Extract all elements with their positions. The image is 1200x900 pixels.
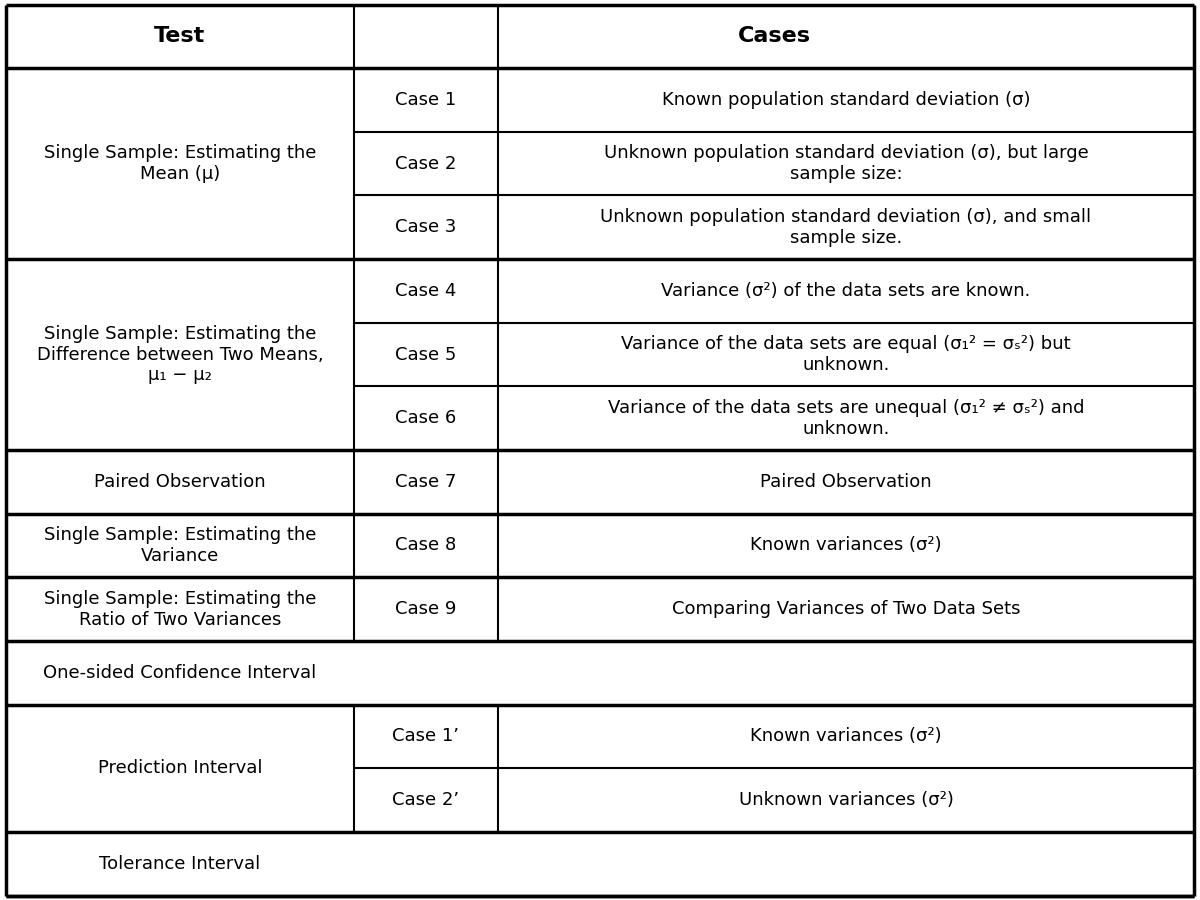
Text: Case 1’: Case 1’ xyxy=(392,727,460,745)
Text: Known variances (σ²): Known variances (σ²) xyxy=(750,536,942,554)
Text: Tolerance Interval: Tolerance Interval xyxy=(100,855,260,873)
Text: Known variances (σ²): Known variances (σ²) xyxy=(750,727,942,745)
Text: Single Sample: Estimating the
Difference between Two Means,
μ₁ − μ₂: Single Sample: Estimating the Difference… xyxy=(37,325,323,384)
Text: Single Sample: Estimating the
Variance: Single Sample: Estimating the Variance xyxy=(44,526,316,565)
Text: Cases: Cases xyxy=(738,26,810,46)
Text: Single Sample: Estimating the
Mean (μ): Single Sample: Estimating the Mean (μ) xyxy=(44,144,316,183)
Text: Case 2: Case 2 xyxy=(395,155,457,173)
Text: Case 7: Case 7 xyxy=(395,472,457,490)
Text: Variance of the data sets are equal (σ₁² = σₛ²) but
unknown.: Variance of the data sets are equal (σ₁²… xyxy=(622,335,1070,374)
Text: One-sided Confidence Interval: One-sided Confidence Interval xyxy=(43,664,317,682)
Text: Case 8: Case 8 xyxy=(395,536,457,554)
Text: Known population standard deviation (σ): Known population standard deviation (σ) xyxy=(661,91,1031,109)
Text: Unknown population standard deviation (σ), and small
sample size.: Unknown population standard deviation (σ… xyxy=(600,208,1092,247)
Text: Test: Test xyxy=(155,26,205,46)
Text: Unknown population standard deviation (σ), but large
sample size:: Unknown population standard deviation (σ… xyxy=(604,144,1088,183)
Text: Single Sample: Estimating the
Ratio of Two Variances: Single Sample: Estimating the Ratio of T… xyxy=(44,590,316,628)
Text: Case 2’: Case 2’ xyxy=(392,791,460,809)
Text: Prediction Interval: Prediction Interval xyxy=(97,760,263,778)
Text: Case 9: Case 9 xyxy=(395,600,457,618)
Text: Comparing Variances of Two Data Sets: Comparing Variances of Two Data Sets xyxy=(672,600,1020,618)
Text: Variance (σ²) of the data sets are known.: Variance (σ²) of the data sets are known… xyxy=(661,282,1031,300)
Text: Paired Observation: Paired Observation xyxy=(94,472,266,490)
Text: Case 4: Case 4 xyxy=(395,282,457,300)
Text: Case 3: Case 3 xyxy=(395,219,457,236)
Text: Case 5: Case 5 xyxy=(395,346,457,364)
Text: Case 1: Case 1 xyxy=(395,91,457,109)
Text: Variance of the data sets are unequal (σ₁² ≠ σₛ²) and
unknown.: Variance of the data sets are unequal (σ… xyxy=(607,399,1085,437)
Text: Unknown variances (σ²): Unknown variances (σ²) xyxy=(738,791,954,809)
Text: Paired Observation: Paired Observation xyxy=(760,472,932,490)
Text: Case 6: Case 6 xyxy=(395,410,457,427)
